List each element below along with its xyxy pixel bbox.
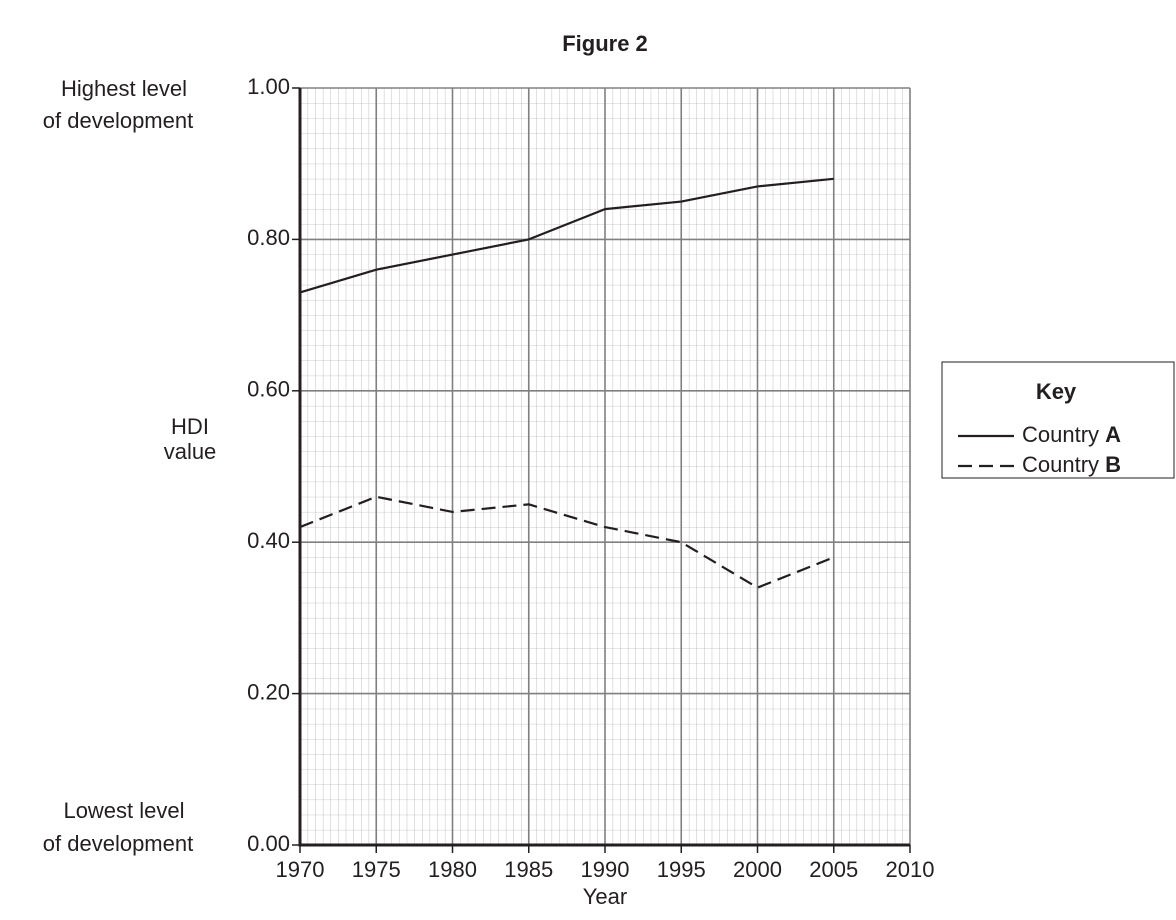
x-tick-label: 1975 bbox=[352, 857, 401, 882]
x-tick-label: 1980 bbox=[428, 857, 477, 882]
legend-box bbox=[941, 361, 1175, 479]
y-tick-label: 0.60 bbox=[247, 377, 290, 402]
x-tick-label: 1970 bbox=[276, 857, 325, 882]
legend-label: Country B bbox=[1022, 452, 1121, 477]
y-tick-label: 0.40 bbox=[247, 528, 290, 553]
x-tick-label: 1990 bbox=[581, 857, 630, 882]
annotation: Highest level bbox=[61, 76, 187, 101]
x-axis-label: Year bbox=[583, 884, 627, 909]
y-tick-label: 0.80 bbox=[247, 225, 290, 250]
y-tick-label: 1.00 bbox=[247, 74, 290, 99]
x-tick-label: 2005 bbox=[809, 857, 858, 882]
y-tick-label: 0.20 bbox=[247, 679, 290, 704]
chart-title: Figure 2 bbox=[562, 31, 648, 56]
y-axis-label: HDI bbox=[171, 414, 209, 439]
legend-title: Key bbox=[1036, 379, 1077, 404]
y-tick-label: 0.00 bbox=[247, 831, 290, 856]
annotation: of development bbox=[43, 108, 193, 133]
legend-label: Country A bbox=[1022, 422, 1121, 447]
annotation: of development bbox=[43, 831, 193, 856]
series-line bbox=[299, 495, 835, 589]
x-tick-label: 2010 bbox=[886, 857, 935, 882]
series-line bbox=[299, 177, 834, 294]
annotation: Lowest level bbox=[63, 798, 184, 823]
x-tick-label: 1995 bbox=[657, 857, 706, 882]
x-tick-label: 1985 bbox=[504, 857, 553, 882]
x-tick-label: 2000 bbox=[733, 857, 782, 882]
y-axis-label: value bbox=[164, 439, 217, 464]
